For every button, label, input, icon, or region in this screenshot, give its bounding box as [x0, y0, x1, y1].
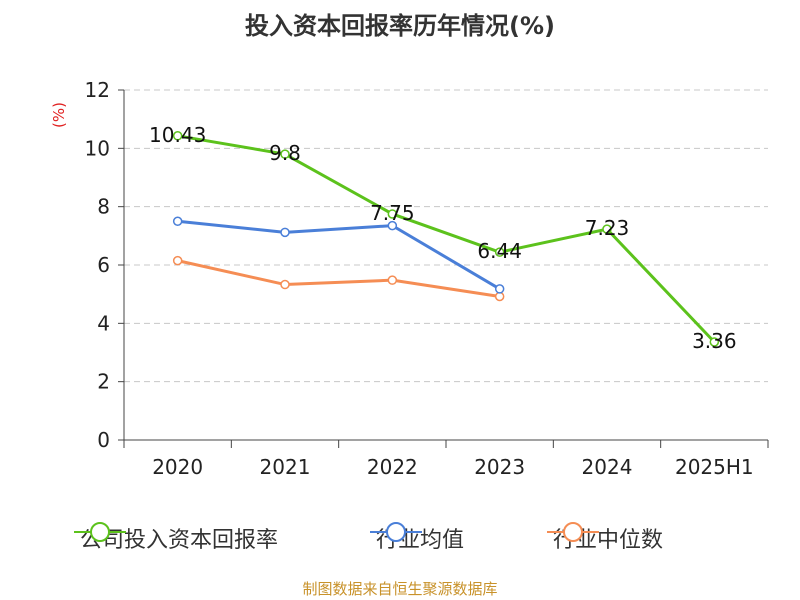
y-tick-label: 4 — [97, 311, 110, 335]
legend-marker-industry-median-icon — [547, 522, 599, 542]
x-tick-label: 2023 — [474, 455, 525, 479]
series-line-2 — [177, 259, 500, 298]
y-tick-label: 6 — [97, 253, 110, 277]
x-tick-label: 2020 — [152, 455, 203, 479]
data-point-0 — [494, 247, 505, 257]
x-tick-label: 2024 — [582, 455, 633, 479]
y-tick-label: 2 — [97, 370, 110, 394]
legend-marker-company-icon — [74, 522, 126, 542]
legend: 公司投入资本回报率 行业均值 行业中位数 — [0, 520, 800, 556]
data-point-1 — [494, 284, 505, 294]
data-label: 3.36 — [692, 329, 737, 353]
y-tick-label: 10 — [85, 136, 110, 160]
x-tick-label: 2025H1 — [675, 455, 754, 479]
legend-item-industry-avg[interactable]: 行业均值 — [370, 520, 464, 556]
x-tick-label: 2022 — [367, 455, 418, 479]
y-tick-label: 8 — [97, 195, 110, 219]
data-label: 7.23 — [585, 216, 630, 240]
data-point-2 — [387, 275, 398, 285]
chart-title: 投入资本回报率历年情况(%) — [245, 12, 555, 40]
series-line-0 — [177, 134, 716, 344]
data-point-2 — [494, 291, 505, 302]
data-point-0 — [709, 337, 720, 347]
data-point-0 — [280, 149, 290, 159]
x-tick-label: 2021 — [260, 455, 311, 479]
data-point-0 — [602, 224, 612, 234]
series-line-1 — [177, 219, 501, 291]
data-point-0 — [172, 131, 183, 141]
legend-item-industry-median[interactable]: 行业中位数 — [547, 520, 663, 556]
data-point-2 — [172, 255, 183, 266]
data-point-2 — [280, 279, 290, 290]
data-point-0 — [387, 209, 398, 219]
data-label: 7.75 — [370, 201, 415, 225]
y-tick-label: 0 — [97, 428, 110, 452]
legend-item-company[interactable]: 公司投入资本回报率 — [74, 520, 278, 556]
y-tick-label: 12 — [85, 78, 110, 102]
data-point-1 — [387, 220, 398, 231]
data-label: 9.8 — [269, 141, 301, 165]
data-point-1 — [280, 227, 290, 238]
chart-canvas: 0 2 4 6 8 10 12 2020 2021 2022 2023 2024 2025H1 10.43… — [85, 78, 769, 479]
data-label: 6.44 — [477, 239, 522, 263]
data-label: 10.43 — [149, 123, 206, 147]
data-point-1 — [172, 216, 183, 226]
data-source-note: 制图数据来自恒生聚源数据库 — [302, 580, 498, 598]
legend-marker-industry-avg-icon — [370, 522, 422, 542]
